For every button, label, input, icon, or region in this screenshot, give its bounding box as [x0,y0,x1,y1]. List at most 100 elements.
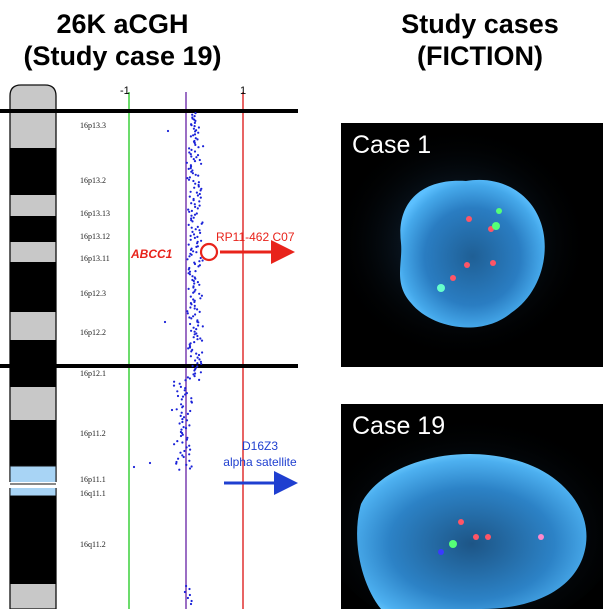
data-point [181,395,185,398]
data-point [190,317,193,320]
data-point [189,167,192,170]
data-point [189,295,192,298]
data-point [189,448,192,451]
data-point [192,298,195,301]
data-point [181,418,184,421]
data-point [173,380,176,383]
data-point [178,422,181,425]
data-point [190,253,193,256]
data-point [187,347,190,350]
data-point [201,351,204,354]
data-point [185,392,188,395]
data-point [195,212,198,215]
data-point [197,321,200,324]
data-point [182,416,186,419]
data-point [192,233,196,236]
data-point [192,250,195,253]
data-point [199,256,202,260]
data-point [188,151,191,154]
data-point [193,369,196,372]
data-point [196,308,199,311]
data-point [192,199,195,202]
axis-tick-minus1: -1 [120,85,130,97]
data-point [182,426,185,429]
data-point [187,167,190,170]
data-point [193,307,196,310]
red-probe-label: RP11-462 C07 [216,230,295,244]
data-point [190,217,193,220]
data-point [192,373,195,376]
data-point [190,202,193,205]
red-signal [490,260,496,266]
data-point [197,265,200,268]
data-point [194,270,197,273]
data-point [198,204,201,207]
data-point [181,432,184,435]
data-point [197,353,201,357]
data-point [198,310,201,313]
data-point [186,596,189,600]
data-point [181,420,184,424]
data-point [194,173,197,176]
data-point [194,288,197,291]
data-point [189,238,192,241]
gene-label: ABCC1 [130,247,173,261]
data-point [195,245,198,248]
data-point [194,359,197,362]
data-point [198,358,201,361]
data-point [170,408,174,412]
cell-image [341,125,591,361]
data-point [178,468,181,471]
data-point [194,313,197,316]
band-label: 16p11.2 [80,429,106,438]
data-point [199,189,202,192]
data-point [178,382,181,385]
data-point [183,389,186,392]
band-label: 16p13.2 [80,176,106,185]
red-signal [485,534,491,540]
data-point [198,260,201,263]
data-point [189,135,192,138]
data-point [200,222,203,225]
data-point [194,228,197,231]
data-point [185,419,189,422]
data-point [193,203,196,206]
data-point [179,385,182,388]
data-point [192,216,195,219]
data-point [193,282,196,285]
data-point [196,362,199,365]
data-point [194,143,197,146]
data-point [199,297,202,300]
data-point [196,154,200,157]
data-point [193,115,196,118]
data-point [189,248,193,251]
data-point [184,427,188,430]
data-point [198,292,201,295]
red-signal [466,216,472,222]
data-point [190,148,193,151]
band-label: 16p13.12 [80,232,110,241]
data-point [176,394,180,398]
data-point [186,436,189,439]
data-point [179,434,183,438]
data-point [189,409,192,413]
data-point [175,462,178,465]
data-point [188,147,191,150]
data-point [190,350,193,353]
data-point [193,236,196,239]
data-point [192,179,195,183]
data-point [188,273,192,276]
data-point [181,406,184,409]
data-point [192,127,195,130]
data-point [182,455,185,459]
data-point [189,602,193,606]
data-point [172,384,176,387]
data-point [176,440,179,443]
data-point [189,190,192,193]
pink-signal [538,534,544,540]
data-point [194,182,197,185]
data-point [197,174,200,177]
data-point [201,259,204,262]
fish-panel-case-1: Case 1 [341,123,603,367]
data-point [148,461,152,465]
